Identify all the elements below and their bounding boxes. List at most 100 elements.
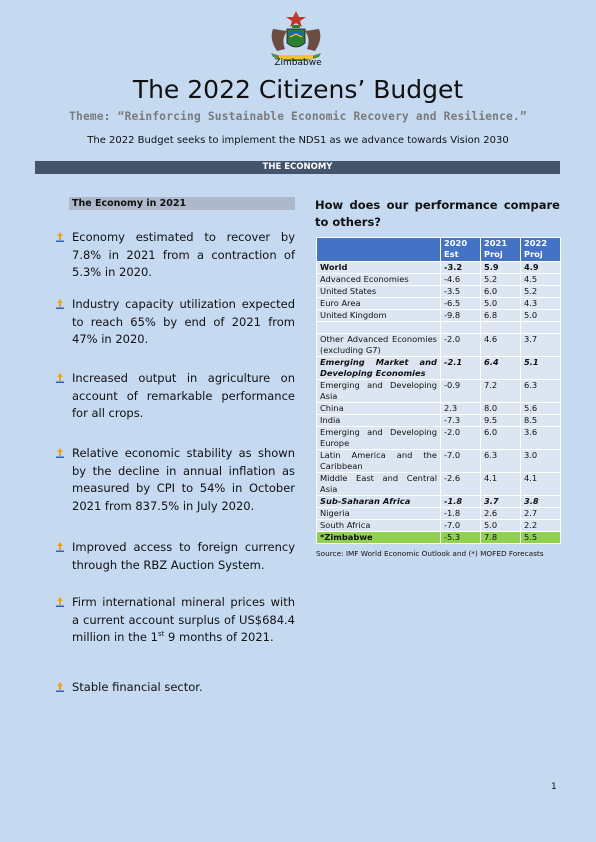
value-cell: -2.1 bbox=[440, 356, 481, 380]
value-cell: 4.1 bbox=[520, 472, 561, 496]
value-cell: 7.8 bbox=[480, 531, 521, 544]
value-cell: -9.8 bbox=[440, 309, 481, 322]
table-row: Euro Area -6.5 5.0 4.3 bbox=[316, 297, 561, 310]
table-row: *Zimbabwe -5.3 7.8 5.5 bbox=[316, 531, 561, 544]
value-cell: -7.3 bbox=[440, 414, 481, 427]
bullet-text: Firm international mineral prices with a… bbox=[72, 595, 295, 644]
bullet-arrow-icon bbox=[56, 682, 64, 692]
table-row: Advanced Economies -4.6 5.2 4.5 bbox=[316, 273, 561, 286]
value-cell: -7.0 bbox=[440, 519, 481, 532]
value-cell: -3.2 bbox=[440, 261, 481, 274]
value-cell: 6.3 bbox=[480, 449, 521, 473]
table-row: World -3.2 5.9 4.9 bbox=[316, 261, 561, 274]
row-label-cell: Euro Area bbox=[316, 297, 441, 310]
bullet-arrow-icon bbox=[56, 448, 64, 458]
comparison-heading: How does our performance compare to othe… bbox=[315, 198, 560, 229]
section-title-bar: THE ECONOMY bbox=[35, 161, 560, 174]
coat-of-arms-icon bbox=[271, 11, 321, 61]
row-label-cell: United Kingdom bbox=[316, 309, 441, 322]
value-cell: 4.5 bbox=[520, 273, 561, 286]
table-row: Middle East and Central Asia -2.6 4.1 4.1 bbox=[316, 472, 561, 496]
table-header-row: 2020 Est 2021 Proj 2022 Proj bbox=[316, 237, 561, 262]
bullet-item: Improved access to foreign currency thro… bbox=[55, 539, 295, 574]
value-cell: 6.8 bbox=[480, 309, 521, 322]
value-cell bbox=[440, 321, 481, 334]
value-cell: -1.8 bbox=[440, 495, 481, 508]
row-label-cell: *Zimbabwe bbox=[316, 531, 441, 544]
row-label-cell: Emerging Market and Developing Economies bbox=[316, 356, 441, 380]
value-cell: -2.0 bbox=[440, 426, 481, 450]
value-cell: 5.5 bbox=[520, 531, 561, 544]
bullet-item: Firm international mineral prices with a… bbox=[55, 594, 295, 647]
value-cell: 5.0 bbox=[480, 519, 521, 532]
column-header: 2021 Proj bbox=[480, 237, 521, 262]
value-cell: -6.5 bbox=[440, 297, 481, 310]
table-row: India -7.3 9.5 8.5 bbox=[316, 414, 561, 427]
value-cell: 8.5 bbox=[520, 414, 561, 427]
value-cell: 3.0 bbox=[520, 449, 561, 473]
value-cell: 6.4 bbox=[480, 356, 521, 380]
table-row: Emerging Market and Developing Economies… bbox=[316, 356, 561, 380]
value-cell: -4.6 bbox=[440, 273, 481, 286]
value-cell: 5.0 bbox=[480, 297, 521, 310]
table-row: China 2.3 8.0 5.6 bbox=[316, 402, 561, 415]
value-cell bbox=[480, 321, 521, 334]
value-cell: 5.6 bbox=[520, 402, 561, 415]
row-label-cell: Middle East and Central Asia bbox=[316, 472, 441, 496]
value-cell: -7.0 bbox=[440, 449, 481, 473]
column-header bbox=[316, 237, 441, 262]
country-name: Zimbabwe bbox=[274, 58, 322, 68]
row-label-cell: United States bbox=[316, 285, 441, 298]
bullet-text: Increased output in agriculture on accou… bbox=[72, 371, 295, 420]
table-row: Other Advanced Economies (excluding G7) -… bbox=[316, 333, 561, 357]
bullet-item: Economy estimated to recover by 7.8% in … bbox=[55, 229, 295, 282]
value-cell bbox=[520, 321, 561, 334]
value-cell: -2.0 bbox=[440, 333, 481, 357]
bullet-item: Relative economic stability as shown by … bbox=[55, 445, 295, 515]
value-cell: -1.8 bbox=[440, 507, 481, 520]
value-cell: 2.7 bbox=[520, 507, 561, 520]
row-label-cell: Emerging and Developing Europe bbox=[316, 426, 441, 450]
value-cell: -0.9 bbox=[440, 379, 481, 403]
value-cell: 9.5 bbox=[480, 414, 521, 427]
value-cell: 5.9 bbox=[480, 261, 521, 274]
row-label-cell: Latin America and the Caribbean bbox=[316, 449, 441, 473]
row-label-cell bbox=[316, 321, 441, 334]
value-cell: 5.1 bbox=[520, 356, 561, 380]
value-cell: 5.2 bbox=[520, 285, 561, 298]
value-cell: 4.1 bbox=[480, 472, 521, 496]
value-cell: 6.0 bbox=[480, 426, 521, 450]
value-cell: 4.9 bbox=[520, 261, 561, 274]
table-row: United Kingdom -9.8 6.8 5.0 bbox=[316, 309, 561, 322]
row-label-cell: World bbox=[316, 261, 441, 274]
bullet-item: Stable financial sector. bbox=[55, 679, 295, 697]
value-cell: 8.0 bbox=[480, 402, 521, 415]
table-row: Sub-Saharan Africa -1.8 3.7 3.8 bbox=[316, 495, 561, 508]
table-row: South Africa -7.0 5.0 2.2 bbox=[316, 519, 561, 532]
table-row: Latin America and the Caribbean -7.0 6.3 3.… bbox=[316, 449, 561, 473]
value-cell: 3.8 bbox=[520, 495, 561, 508]
table-row bbox=[316, 321, 561, 334]
value-cell: 7.2 bbox=[480, 379, 521, 403]
value-cell: -2.6 bbox=[440, 472, 481, 496]
value-cell: 4.6 bbox=[480, 333, 521, 357]
bullet-arrow-icon bbox=[56, 299, 64, 309]
bullet-arrow-icon bbox=[56, 597, 64, 607]
value-cell: -3.5 bbox=[440, 285, 481, 298]
value-cell: -5.3 bbox=[440, 531, 481, 544]
row-label-cell: Nigeria bbox=[316, 507, 441, 520]
budget-theme: Theme: “Reinforcing Sustainable Economic… bbox=[69, 110, 527, 123]
value-cell: 2.2 bbox=[520, 519, 561, 532]
bullet-text: Improved access to foreign currency thro… bbox=[72, 540, 295, 572]
bullet-item: Increased output in agriculture on accou… bbox=[55, 370, 295, 423]
value-cell: 5.2 bbox=[480, 273, 521, 286]
row-label-cell: Emerging and Developing Asia bbox=[316, 379, 441, 403]
row-label-cell: Other Advanced Economies (excluding G7) bbox=[316, 333, 441, 357]
row-label-cell: India bbox=[316, 414, 441, 427]
value-cell: 3.6 bbox=[520, 426, 561, 450]
value-cell: 3.7 bbox=[480, 495, 521, 508]
value-cell: 6.3 bbox=[520, 379, 561, 403]
page-title: The 2022 Citizens’ Budget bbox=[132, 75, 464, 104]
row-label-cell: China bbox=[316, 402, 441, 415]
bullet-text: Stable financial sector. bbox=[72, 680, 203, 694]
